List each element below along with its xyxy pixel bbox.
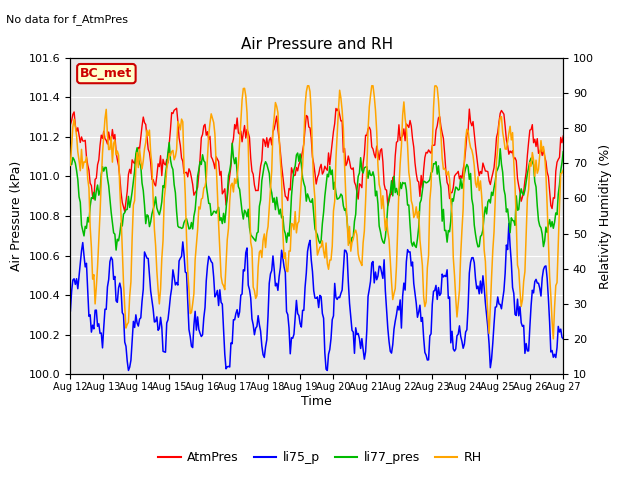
X-axis label: Time: Time <box>301 395 332 408</box>
Y-axis label: Air Pressure (kPa): Air Pressure (kPa) <box>10 161 24 271</box>
Title: Air Pressure and RH: Air Pressure and RH <box>241 37 393 52</box>
Y-axis label: Relativity Humidity (%): Relativity Humidity (%) <box>600 144 612 288</box>
Text: BC_met: BC_met <box>80 67 132 80</box>
Legend: AtmPres, li75_p, li77_pres, RH: AtmPres, li75_p, li77_pres, RH <box>154 446 486 469</box>
Text: No data for f_AtmPres: No data for f_AtmPres <box>6 14 129 25</box>
